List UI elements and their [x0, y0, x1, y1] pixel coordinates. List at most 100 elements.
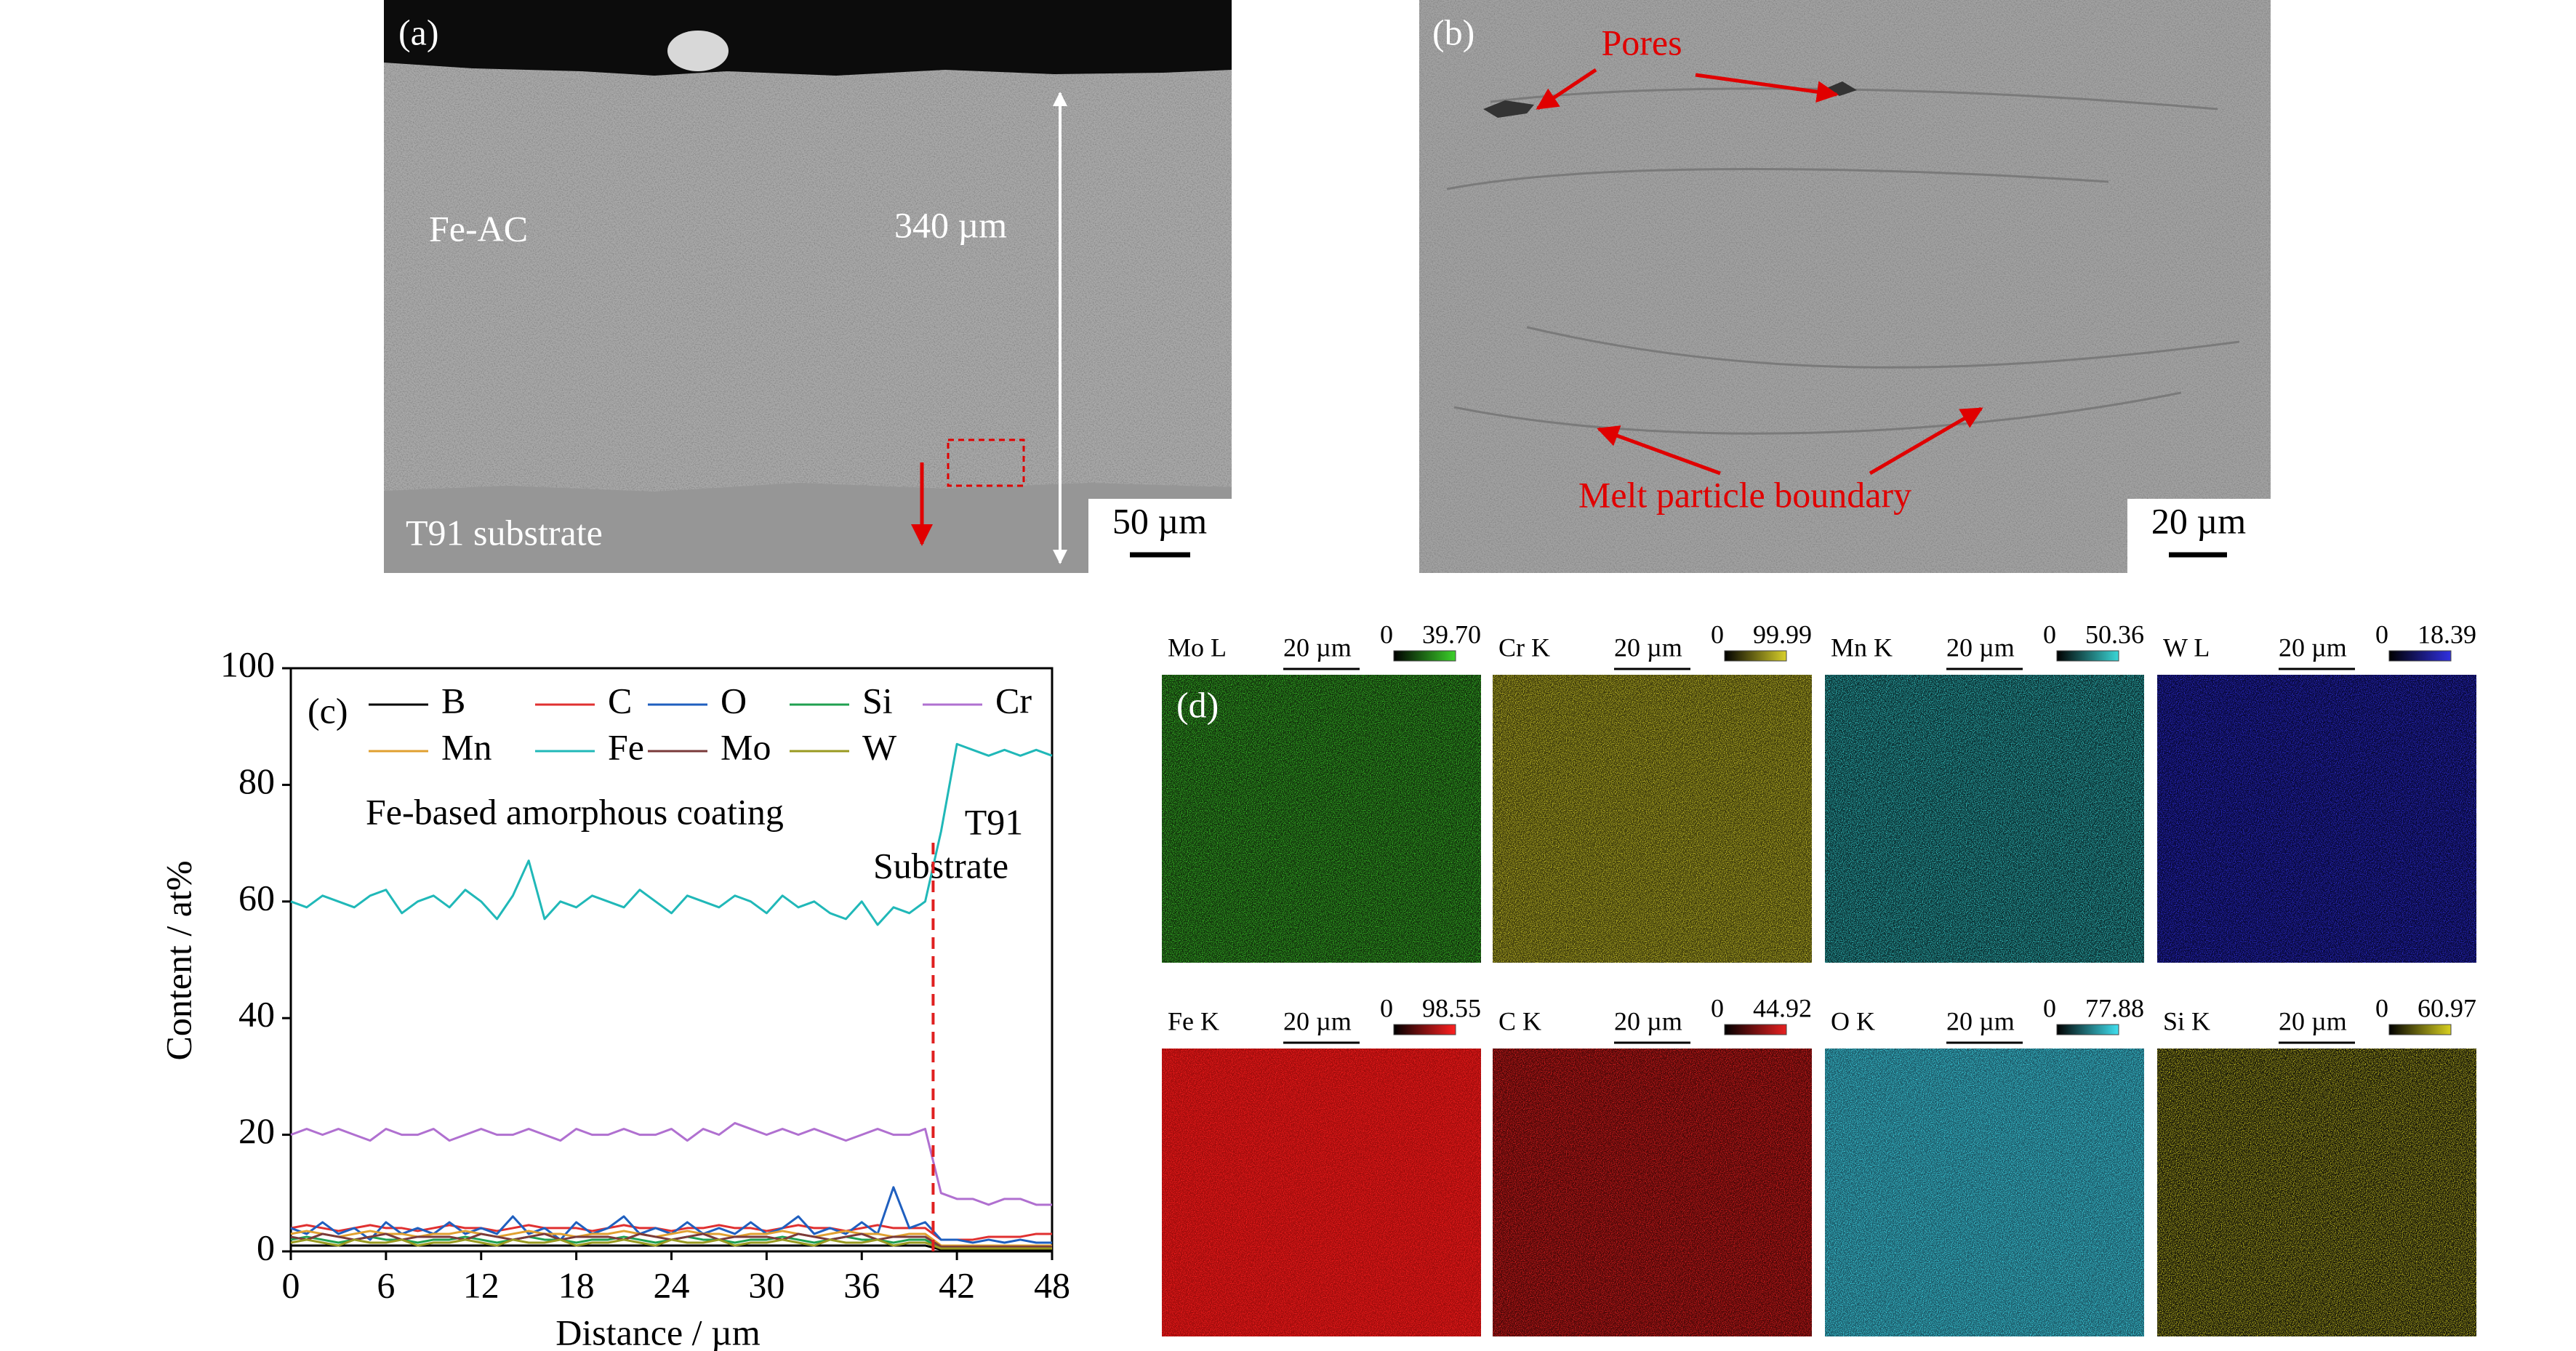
map-max: 18.39: [2417, 620, 2476, 649]
map-element: Si K: [2163, 1006, 2210, 1035]
eds-map: [1493, 675, 1812, 963]
panel-label: (a): [398, 12, 439, 52]
data-line: [290, 1122, 1052, 1206]
map-element: O K: [1831, 1006, 1875, 1035]
eds-map: [2157, 1049, 2476, 1336]
boundary-label: Melt particle boundary: [1578, 474, 1911, 515]
color-bar: [2056, 1024, 2119, 1035]
legend-label: C: [608, 680, 632, 721]
color-bar: [1393, 650, 1456, 662]
map-max: 60.97: [2417, 993, 2476, 1022]
map-speckle: [1162, 675, 1481, 963]
legend-label: Mo: [721, 726, 771, 767]
eds-map: [1162, 675, 1481, 963]
map-element: Cr K: [1498, 633, 1550, 662]
map-scale: 20 µm: [2279, 1006, 2347, 1035]
map-scale: 20 µm: [1614, 633, 1682, 662]
color-bar: [2388, 650, 2452, 662]
legend-label: W: [862, 726, 897, 767]
eds-map: [1825, 1049, 2144, 1336]
panel-label: (c): [308, 690, 348, 731]
map-min: 0: [2043, 993, 2056, 1022]
thickness-label: 340 µm: [894, 204, 1007, 245]
legend-label: O: [721, 680, 747, 721]
color-bar: [1724, 1024, 1787, 1035]
y-tick-label: 40: [238, 994, 275, 1035]
y-tick-label: 100: [220, 644, 275, 684]
legend-label: Fe: [608, 726, 644, 767]
y-tick-label: 0: [257, 1227, 275, 1267]
eds-map: [2157, 675, 2476, 963]
map-element: Fe K: [1168, 1006, 1219, 1035]
annotation: T91: [965, 801, 1024, 842]
x-tick-label: 42: [939, 1264, 975, 1305]
map-min: 0: [2043, 620, 2056, 649]
x-tick-label: 48: [1034, 1264, 1070, 1305]
eds-map: [1825, 675, 2144, 963]
map-speckle: [2157, 1049, 2476, 1336]
substrate-label: T91 substrate: [406, 512, 603, 553]
legend-label: B: [441, 680, 465, 721]
map-min: 0: [1711, 993, 1724, 1022]
eds-map: [1162, 1049, 1481, 1336]
x-tick-label: 30: [748, 1264, 785, 1305]
panel-label: (b): [1432, 12, 1474, 52]
map-speckle: [1493, 675, 1812, 963]
map-speckle: [1825, 675, 2144, 963]
legend-label: Si: [862, 680, 893, 721]
x-tick-label: 0: [282, 1264, 300, 1305]
x-tick-label: 6: [377, 1264, 395, 1305]
map-min: 0: [2375, 993, 2388, 1022]
map-min: 0: [2375, 620, 2388, 649]
color-bar: [1724, 650, 1787, 662]
x-tick-label: 36: [843, 1264, 880, 1305]
layer-label: Fe-AC: [429, 208, 528, 249]
map-scale: 20 µm: [2279, 633, 2347, 662]
plot-frame: [289, 667, 1054, 1253]
map-speckle: [1162, 1049, 1481, 1336]
color-bar: [2388, 1024, 2452, 1035]
map-scale: 20 µm: [1283, 1006, 1352, 1035]
annotation: Fe-based amorphous coating: [366, 791, 784, 832]
map-max: 99.99: [1753, 620, 1812, 649]
map-max: 39.70: [1422, 620, 1481, 649]
y-tick-label: 80: [238, 761, 275, 801]
map-element: C K: [1498, 1006, 1541, 1035]
data-line: [290, 1224, 1052, 1241]
map-min: 0: [1711, 620, 1724, 649]
data-line: [290, 1238, 1052, 1250]
map-speckle: [1493, 1049, 1812, 1336]
map-min: 0: [1380, 993, 1393, 1022]
x-axis-title: Distance / µm: [555, 1312, 761, 1351]
map-scale: 20 µm: [1946, 1006, 2015, 1035]
micrograph-a: [384, 0, 1232, 573]
map-speckle: [1825, 1049, 2144, 1336]
map-scale: 20 µm: [1614, 1006, 1682, 1035]
x-tick-label: 12: [463, 1264, 499, 1305]
y-axis-title: Content / at%: [158, 861, 198, 1061]
map-max: 44.92: [1753, 993, 1812, 1022]
map-element: Mn K: [1831, 633, 1893, 662]
x-tick-label: 18: [558, 1264, 595, 1305]
data-line: [290, 742, 1053, 926]
scale-label: 20 µm: [2151, 500, 2246, 541]
legend-label: Mn: [441, 726, 491, 767]
map-max: 98.55: [1422, 993, 1481, 1022]
map-speckle: [2157, 675, 2476, 963]
eds-map: [1493, 1049, 1812, 1336]
map-max: 77.88: [2085, 993, 2144, 1022]
color-bar: [1393, 1024, 1456, 1035]
y-tick-label: 20: [238, 1110, 275, 1151]
legend-label: Cr: [995, 680, 1032, 721]
panel-label: (d): [1176, 684, 1219, 725]
y-tick-label: 60: [238, 877, 275, 918]
pores-label: Pores: [1601, 22, 1682, 63]
map-element: Mo L: [1168, 633, 1227, 662]
scale-label: 50 µm: [1112, 500, 1207, 541]
map-max: 50.36: [2085, 620, 2144, 649]
map-scale: 20 µm: [1946, 633, 2015, 662]
map-scale: 20 µm: [1283, 633, 1352, 662]
x-tick-label: 24: [654, 1264, 690, 1305]
